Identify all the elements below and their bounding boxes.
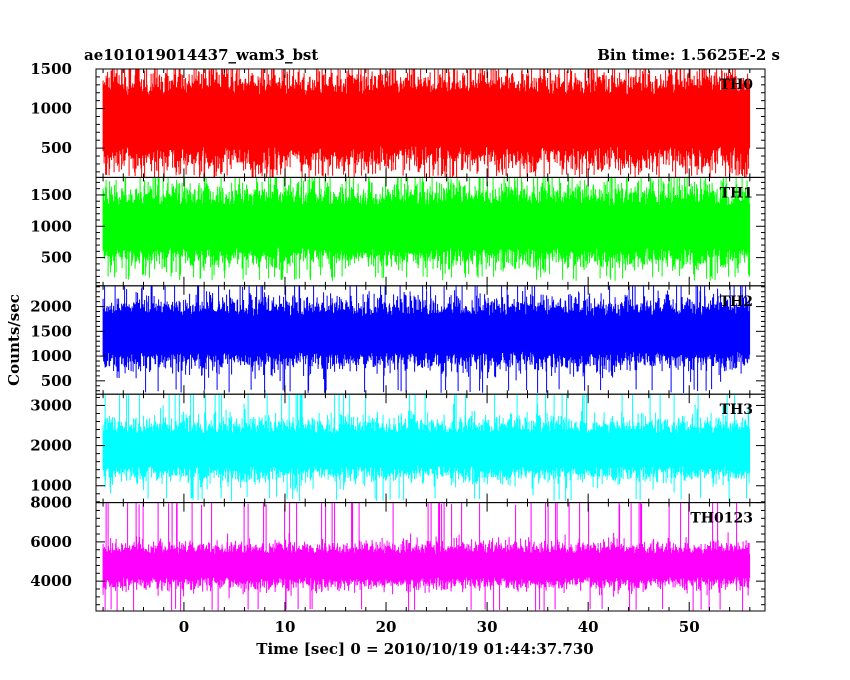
panel-th2: 500 1000 1500 2000 TH2 — [30, 285, 766, 395]
panel-label: TH0 — [720, 77, 754, 93]
y-tick-label: 6000 — [30, 533, 72, 551]
series-th0-line — [102, 69, 751, 178]
y-tick-label: 3000 — [30, 396, 72, 414]
panel-th3: 1000 2000 3000 TH3 — [30, 393, 766, 504]
panel-th0: 500 1000 1500 TH0 — [30, 60, 766, 178]
y-tick-label: 1500 — [30, 186, 72, 204]
y-tick-label: 500 — [41, 372, 72, 390]
x-tick-label: 0 — [179, 618, 189, 636]
y-tick-label: 1000 — [30, 217, 72, 235]
series-th1-line — [102, 177, 751, 281]
x-tick-label: 20 — [376, 618, 397, 636]
panel-label: TH0123 — [690, 511, 753, 527]
y-tick-label: 1500 — [30, 60, 72, 78]
y-tick-label: 500 — [41, 139, 72, 157]
panel-frame — [95, 502, 766, 612]
y-tick-label: 2000 — [30, 298, 72, 316]
y-tick-label: 500 — [41, 249, 72, 267]
series-th2-line — [102, 285, 751, 393]
x-tick-label: 30 — [477, 618, 498, 636]
y-tick-label: 4000 — [30, 572, 72, 590]
series-th0123-line — [102, 502, 751, 611]
y-axis-title: Counts/sec — [5, 294, 23, 386]
x-axis-title: Time [sec] 0 = 2010/10/19 01:44:37.730 — [256, 640, 593, 658]
y-tick-label: 1000 — [30, 100, 72, 118]
panel-th1: 500 1000 1500 TH1 — [30, 176, 766, 287]
x-tick-label: 40 — [578, 618, 599, 636]
series-th3-line — [102, 394, 751, 501]
chart-subtitle: Bin time: 1.5625E-2 s — [597, 46, 780, 64]
panel-label: TH2 — [720, 294, 753, 310]
x-tick-label: 50 — [679, 618, 700, 636]
y-tick-label: 1000 — [30, 347, 72, 365]
y-tick-label: 1000 — [30, 477, 72, 495]
panel-th0123: 4000 6000 8000 TH0123 — [30, 494, 766, 612]
x-tick-label: 10 — [275, 618, 296, 636]
y-tick-label: 2000 — [30, 437, 72, 455]
panel-label: TH1 — [720, 185, 753, 201]
chart-title: ae101019014437_wam3_bst — [84, 46, 318, 64]
panel-label: TH3 — [720, 402, 753, 418]
y-tick-label: 1500 — [30, 322, 72, 340]
y-tick-label: 8000 — [30, 494, 72, 512]
